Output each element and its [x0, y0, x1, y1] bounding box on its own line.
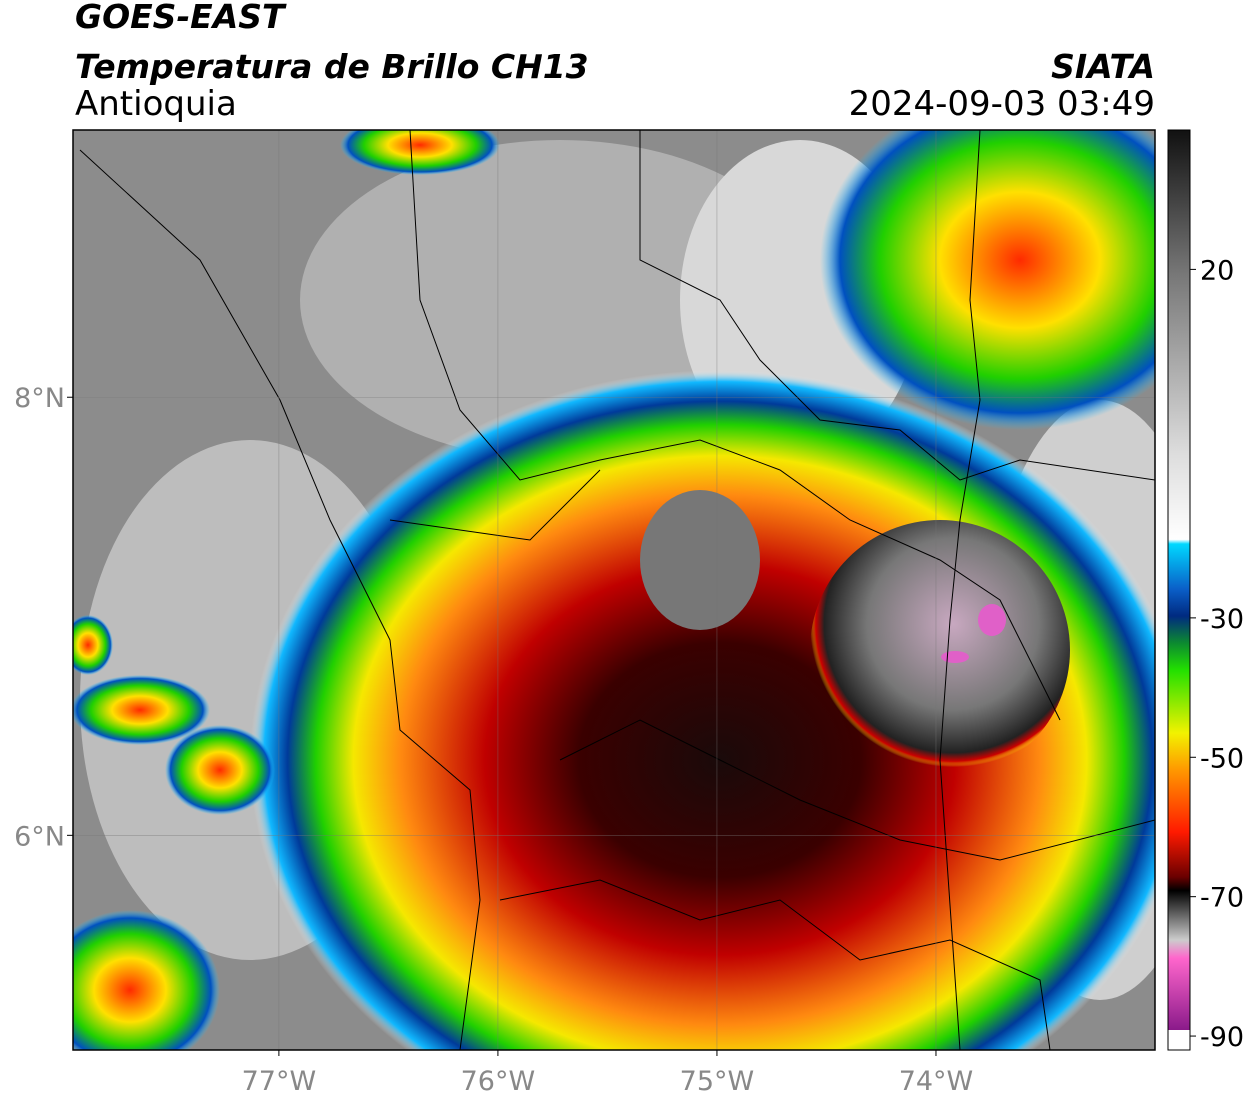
source-label: SIATA — [1051, 47, 1155, 86]
colorbar-tick-label: -70 — [1200, 883, 1244, 914]
map-frame — [72, 129, 1156, 1051]
x-tick-label: 74°W — [899, 1066, 974, 1097]
satellite-title: GOES-EAST — [75, 0, 287, 36]
colorbar — [1168, 130, 1190, 1030]
product-title: Temperatura de Brillo CH13 — [75, 47, 589, 86]
colorbar-tick-label: 20 — [1200, 255, 1234, 286]
x-tick-label: 77°W — [242, 1066, 317, 1097]
x-tick-label: 75°W — [680, 1066, 755, 1097]
y-tick-label: 8°N — [14, 383, 65, 414]
datetime-label: 2024-09-03 03:49 — [849, 84, 1155, 124]
graticule — [73, 130, 1155, 1050]
satellite-image — [73, 130, 1155, 1050]
colorbar-frame — [1167, 129, 1191, 1051]
colorbar-tick-label: -90 — [1200, 1022, 1244, 1053]
x-tick-label: 76°W — [461, 1066, 536, 1097]
colorbar-tick-label: -50 — [1200, 743, 1244, 774]
colorbar-under — [1168, 1030, 1190, 1050]
y-tick-label: 6°N — [14, 821, 65, 852]
colorbar-tick-label: -30 — [1200, 604, 1244, 635]
region-label: Antioquia — [75, 84, 237, 124]
